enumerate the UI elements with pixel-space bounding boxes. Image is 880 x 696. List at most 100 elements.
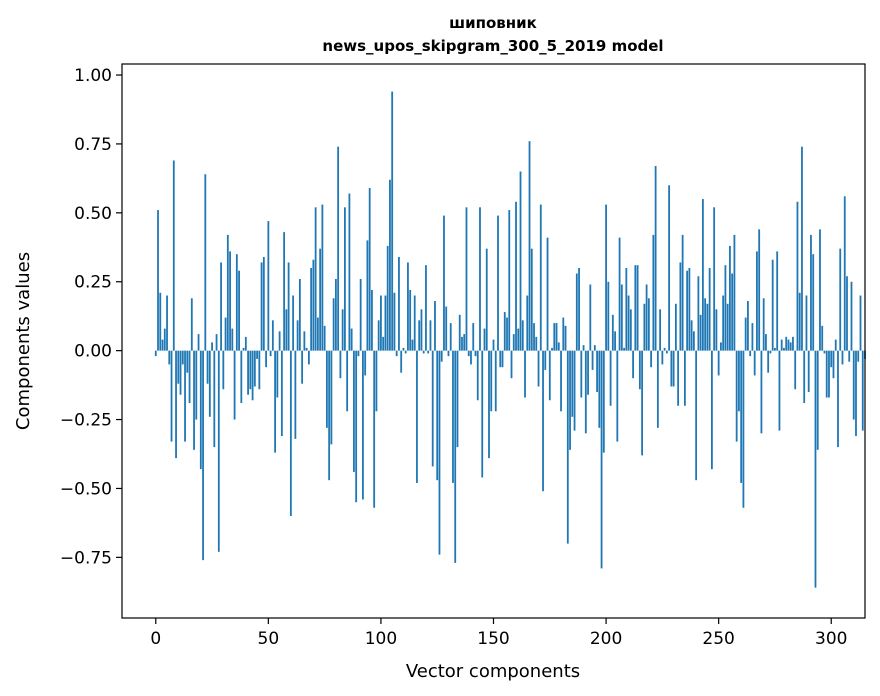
bar <box>391 91 394 351</box>
bar <box>859 295 862 351</box>
bar <box>438 350 441 555</box>
bar <box>366 240 369 351</box>
bar <box>319 248 322 351</box>
bar <box>404 350 407 354</box>
bar <box>861 350 864 431</box>
bar <box>819 229 821 351</box>
bar <box>220 262 222 351</box>
bar <box>195 350 198 420</box>
bar <box>334 278 337 351</box>
bar <box>393 292 396 351</box>
y-tick-label: −0.25 <box>60 411 112 431</box>
y-tick-label: −0.50 <box>60 479 112 499</box>
bar <box>605 204 607 351</box>
bar <box>339 350 342 379</box>
bar <box>708 267 711 351</box>
bar <box>686 270 689 351</box>
bar <box>611 314 614 351</box>
bar <box>384 295 387 351</box>
bar <box>258 350 261 390</box>
bar <box>226 234 229 351</box>
bar <box>497 215 499 351</box>
x-tick-label: 300 <box>815 629 847 649</box>
bar <box>654 165 657 351</box>
bar <box>620 284 623 351</box>
bar <box>445 306 448 351</box>
bar <box>287 262 290 351</box>
bar <box>159 292 162 351</box>
bar <box>589 284 592 351</box>
bar <box>825 350 828 398</box>
bar <box>751 323 754 351</box>
bar <box>564 325 567 351</box>
bar <box>276 350 279 398</box>
y-axis-ticks: 1.00 0.75 0.50 0.25 0.00 −0.25 −0.50 −0.75 <box>60 66 122 568</box>
y-tick-label: −0.75 <box>60 548 112 568</box>
bar <box>665 350 668 354</box>
bar <box>672 350 675 387</box>
bar <box>724 265 727 351</box>
bar <box>575 273 578 351</box>
y-tick-label: 0.75 <box>74 135 112 155</box>
bar <box>411 339 414 351</box>
bar <box>593 345 596 351</box>
bar <box>179 350 182 395</box>
bar <box>184 350 186 442</box>
bar <box>816 350 819 450</box>
bar <box>587 350 589 395</box>
bar <box>510 350 513 379</box>
bar <box>801 146 803 351</box>
bar <box>688 267 691 351</box>
bar <box>314 207 317 351</box>
bar <box>260 262 263 351</box>
bar <box>307 350 310 365</box>
bar <box>364 350 367 376</box>
bar <box>461 336 463 351</box>
bar <box>492 339 495 351</box>
bar <box>362 350 364 500</box>
bar <box>753 350 756 376</box>
bar <box>569 350 571 450</box>
bar <box>249 350 252 390</box>
bar <box>407 262 409 351</box>
bar <box>240 350 243 404</box>
bar <box>458 314 461 351</box>
bar <box>330 350 333 445</box>
bar <box>596 350 598 392</box>
bar <box>618 237 621 351</box>
bar <box>537 350 540 387</box>
bar <box>814 350 817 588</box>
bar <box>740 350 743 483</box>
bar <box>503 312 506 351</box>
bar <box>521 320 524 351</box>
bar <box>199 350 202 470</box>
bar <box>386 245 389 351</box>
bar <box>170 350 173 442</box>
bar <box>794 350 797 390</box>
bar <box>476 350 479 401</box>
bar <box>298 278 301 351</box>
bar <box>663 347 666 351</box>
y-tick-label: 0.00 <box>74 342 112 362</box>
bar <box>828 350 830 398</box>
bar <box>848 350 851 362</box>
bar <box>681 234 684 351</box>
bar <box>765 334 767 351</box>
bar <box>701 199 704 351</box>
x-axis-label: Vector components <box>406 661 580 682</box>
bar <box>382 336 385 351</box>
bar <box>427 350 430 354</box>
bar <box>720 342 722 351</box>
bar <box>420 309 423 351</box>
y-tick-label: 1.00 <box>74 66 112 86</box>
bar <box>846 276 848 351</box>
bar <box>580 350 583 398</box>
bar <box>431 350 434 467</box>
bar <box>837 350 839 448</box>
bar <box>668 185 671 351</box>
bar <box>436 350 439 481</box>
bar <box>271 320 274 351</box>
bar <box>181 350 184 365</box>
bar <box>463 334 466 351</box>
bar <box>490 350 493 412</box>
